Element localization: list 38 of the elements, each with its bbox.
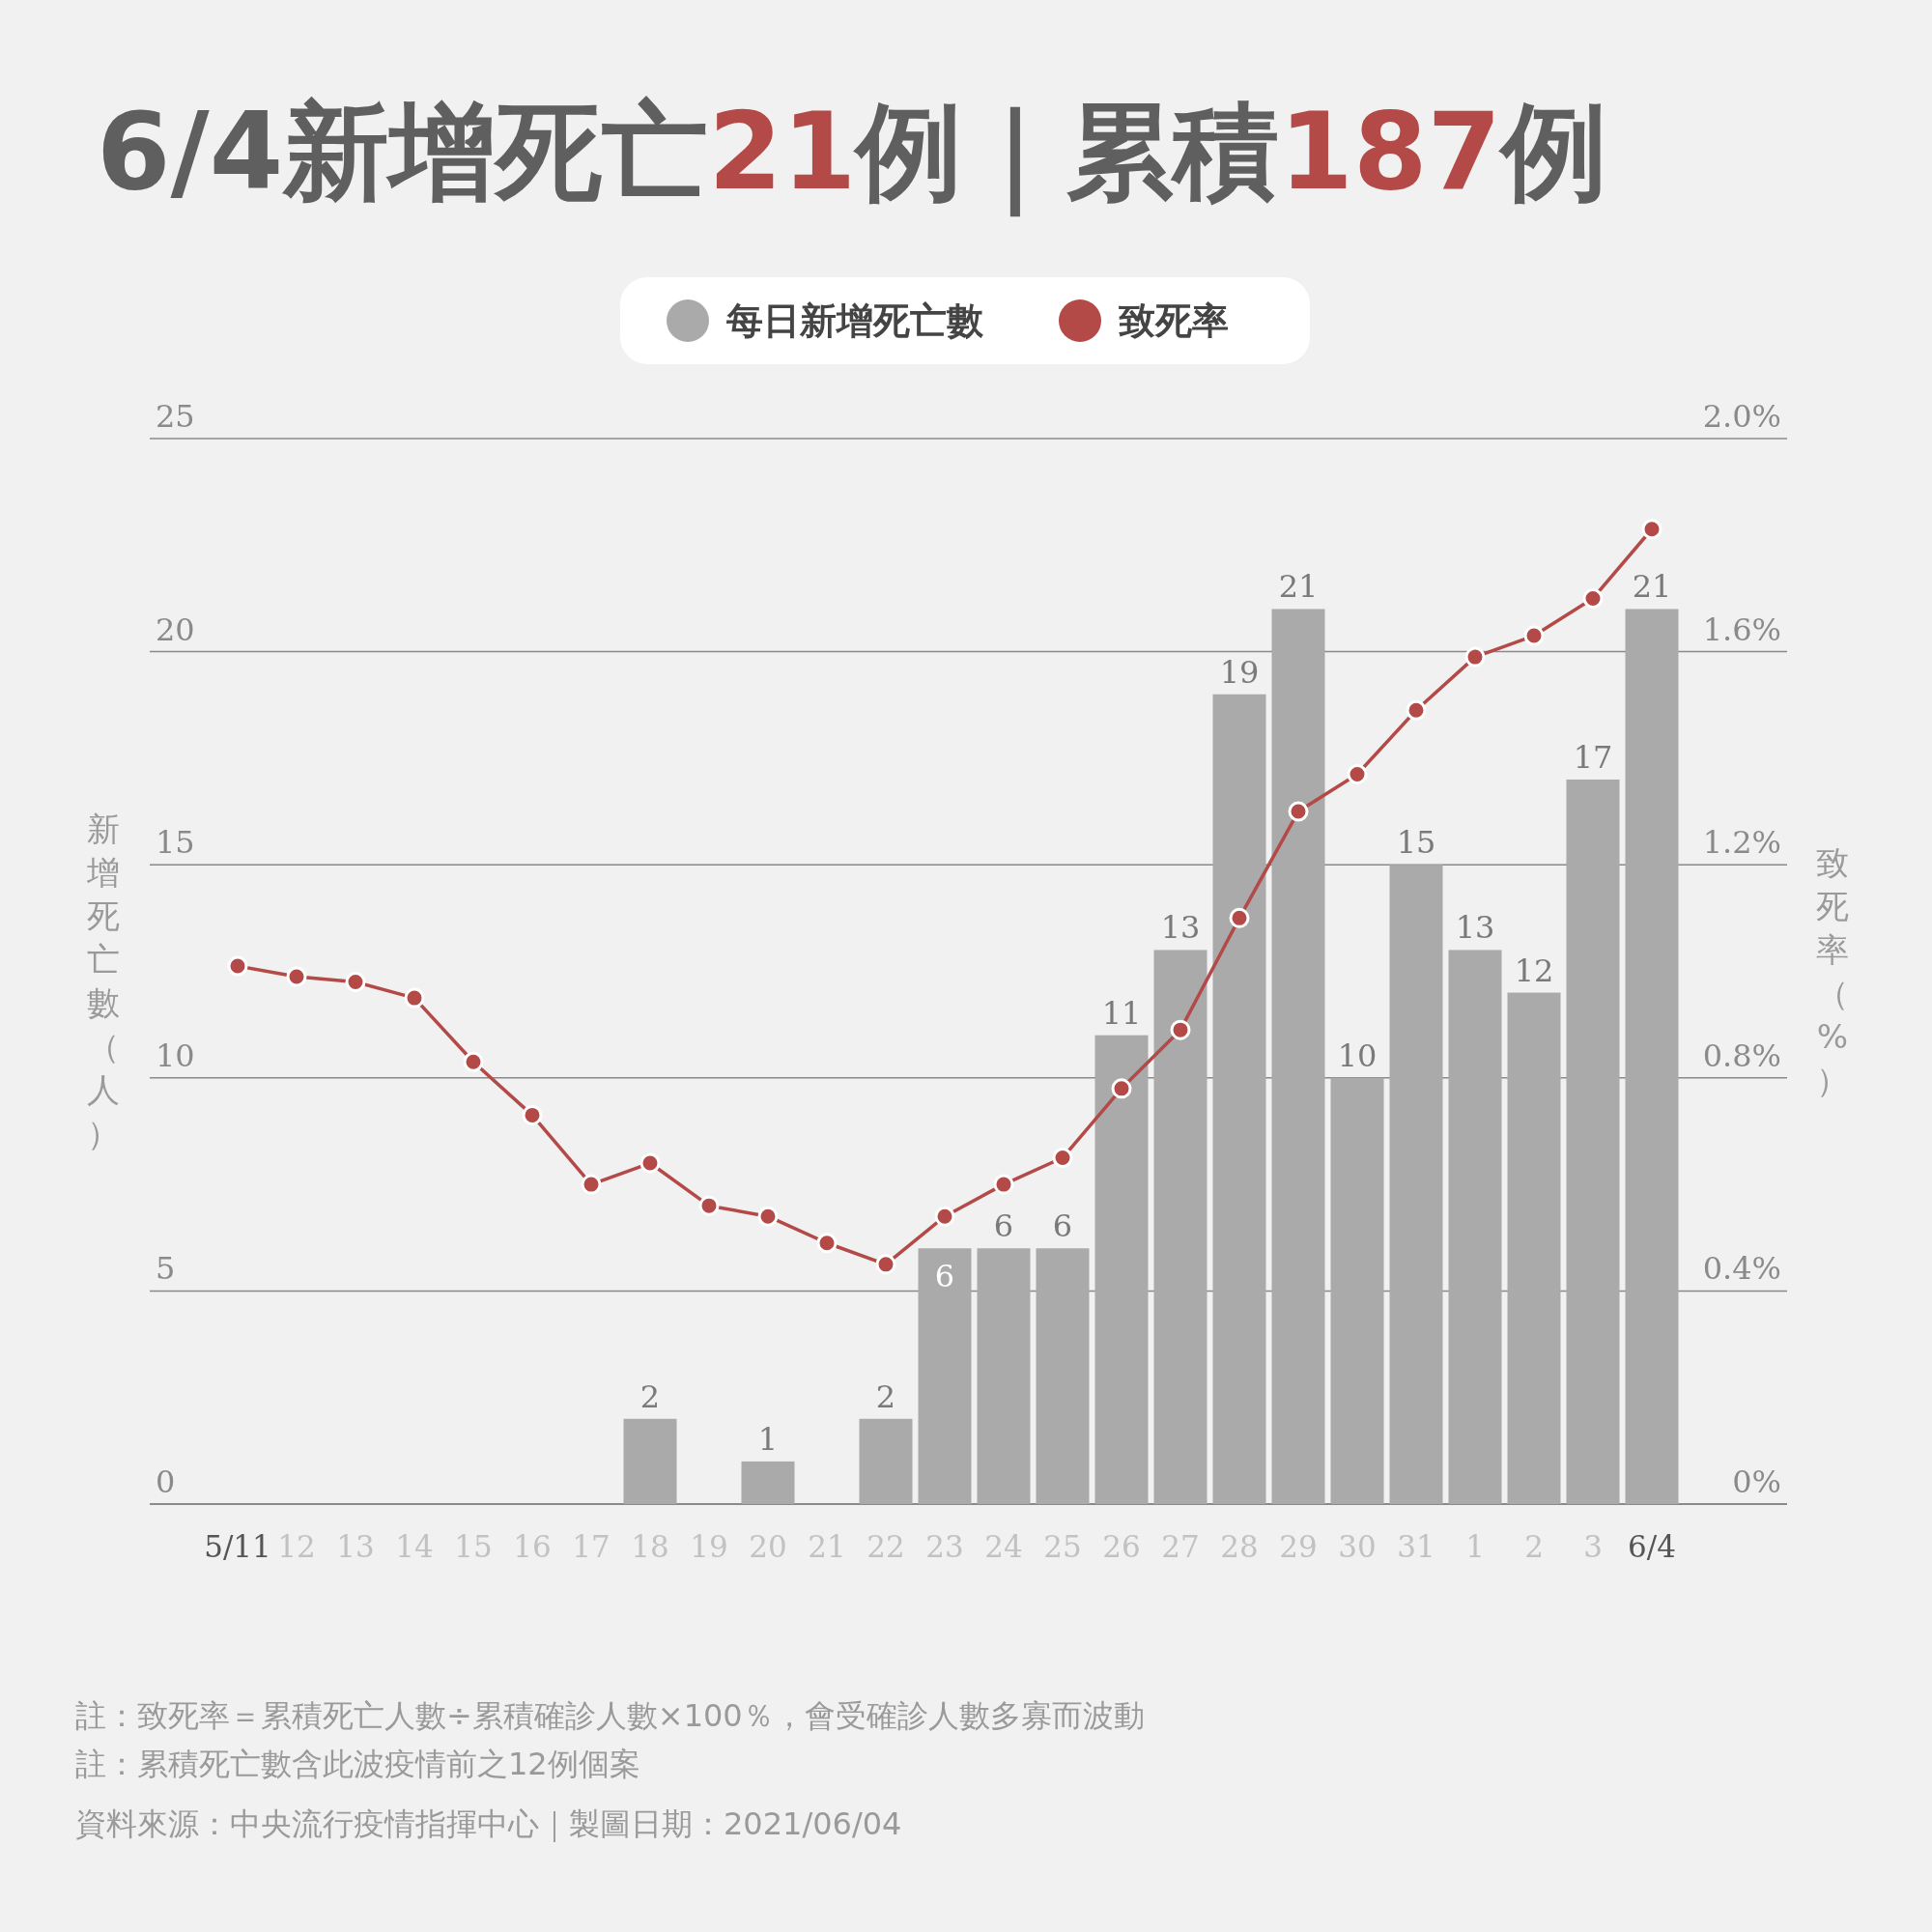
source-note: 資料來源：中央流行疫情指揮中心｜製圖日期：2021/06/04 <box>75 1805 902 1842</box>
data-label: 1 <box>757 1420 779 1458</box>
x-tick-label: 5/11 <box>204 1529 271 1564</box>
data-label: 21 <box>1632 568 1672 606</box>
y-tick-label: 20 <box>156 611 195 648</box>
text: 註：累積死亡數含此波疫情前之12例個案 <box>75 1746 640 1782</box>
y2-axis-title: 致死率（%） <box>1816 843 1849 1099</box>
data-label: 12 <box>1514 952 1554 989</box>
y2-tick-label: 1.2% <box>1702 824 1781 862</box>
data-label: 10 <box>1337 1037 1378 1074</box>
data-label: 15 <box>1396 824 1436 862</box>
legend-label: 每日新增死亡數 <box>725 299 984 342</box>
y2-tick-label: 0% <box>1732 1463 1781 1500</box>
y2-tick-label: 0.4% <box>1702 1250 1781 1288</box>
chart-title: 6/4新增死亡21例｜累積187例 <box>97 90 1607 217</box>
y-axis-title: 新增死亡數（人） <box>86 810 120 1152</box>
y-tick-label: 0 <box>156 1463 176 1500</box>
y-tick-label: 15 <box>156 824 195 862</box>
data-label: 17 <box>1573 738 1613 776</box>
y-tick-label: 10 <box>156 1037 195 1074</box>
data-label: 6 <box>1052 1208 1073 1245</box>
x-tick-label: 6/4 <box>1628 1529 1676 1564</box>
data-label: 6 <box>993 1208 1014 1245</box>
text: 註：致死率＝累積死亡人數÷累積確診人數×100％，會受確診人數多寡而波動 <box>75 1697 1145 1734</box>
legend-label: 致死率 <box>1119 299 1229 342</box>
data-label: 11 <box>1101 994 1142 1032</box>
y2-tick-label: 0.8% <box>1702 1037 1781 1074</box>
data-label: 19 <box>1219 653 1260 691</box>
data-label: 21 <box>1278 568 1319 606</box>
y-tick-label: 25 <box>156 398 195 435</box>
y2-tick-label: 1.6% <box>1702 611 1781 648</box>
data-label: 2 <box>639 1378 661 1415</box>
y2-tick-label: 2.0% <box>1702 398 1781 435</box>
data-label: 13 <box>1160 909 1201 947</box>
data-label: 13 <box>1455 909 1495 947</box>
data-label: 6 <box>934 1258 955 1295</box>
data-label: 2 <box>875 1378 896 1415</box>
y-tick-label: 5 <box>156 1250 176 1288</box>
